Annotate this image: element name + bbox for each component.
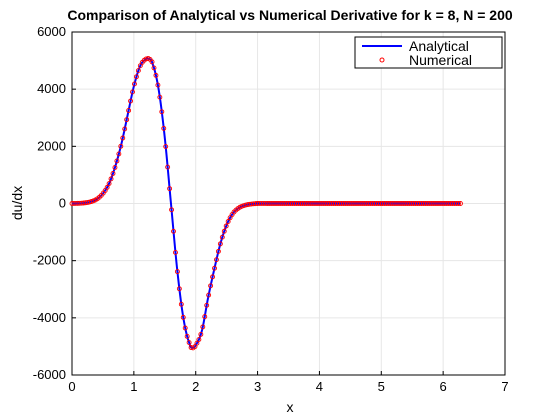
numerical-point xyxy=(208,283,214,289)
numerical-point xyxy=(196,337,202,342)
numerical-point xyxy=(135,68,141,74)
numerical-point xyxy=(161,125,167,131)
numerical-point xyxy=(128,98,134,104)
numerical-point xyxy=(173,249,178,255)
numerical-point xyxy=(163,144,169,150)
numerical-point xyxy=(124,117,130,123)
numerical-point xyxy=(176,286,182,292)
y-tick-label: 6000 xyxy=(37,24,66,39)
numerical-point xyxy=(198,331,204,337)
y-tick-label: 0 xyxy=(59,196,66,211)
numerical-point xyxy=(225,219,231,224)
numerical-point xyxy=(204,302,210,308)
numerical-point xyxy=(122,126,128,132)
y-tick-label: -6000 xyxy=(33,367,66,382)
numerical-point xyxy=(212,265,217,271)
y-tick-label: -2000 xyxy=(33,253,66,268)
y-axis-label: du/dx xyxy=(9,186,25,220)
numerical-point xyxy=(206,292,212,298)
legend-analytical-label: Analytical xyxy=(409,38,469,54)
y-tick-label: 4000 xyxy=(37,81,66,96)
numerical-point xyxy=(106,181,112,187)
numerical-point xyxy=(178,301,184,307)
numerical-point xyxy=(157,94,163,100)
numerical-point xyxy=(219,234,225,240)
numerical-point xyxy=(130,89,135,95)
numerical-point xyxy=(169,207,175,213)
x-tick-label: 6 xyxy=(440,379,447,394)
numerical-point xyxy=(215,248,221,254)
numerical-point xyxy=(110,171,116,176)
y-tick-label: 2000 xyxy=(37,138,66,153)
x-tick-label: 0 xyxy=(68,379,75,394)
x-tick-label: 3 xyxy=(254,379,261,394)
x-tick-label: 1 xyxy=(130,379,137,394)
numerical-point xyxy=(104,184,110,190)
numerical-point xyxy=(458,201,463,206)
numerical-point xyxy=(182,325,188,331)
numerical-point xyxy=(159,109,165,115)
numerical-point xyxy=(155,82,161,88)
numerical-point xyxy=(456,201,461,206)
numerical-point xyxy=(186,340,192,345)
numerical-point xyxy=(171,228,176,234)
numerical-point xyxy=(223,223,229,229)
x-tick-label: 7 xyxy=(501,379,508,394)
numerical-point xyxy=(149,59,155,65)
numerical-point xyxy=(116,151,122,157)
numerical-point xyxy=(114,158,120,164)
legend-box xyxy=(354,36,503,69)
x-tick-label: 4 xyxy=(316,379,323,394)
numerical-point xyxy=(165,164,171,170)
numerical-point xyxy=(151,65,157,71)
numerical-point xyxy=(118,143,124,149)
numerical-point xyxy=(112,165,118,170)
numerical-point xyxy=(180,314,186,320)
axis-ticks: 0 1 2 3 4 5 6 7 -6000 -4000 -2000 0 2000 4000 6000 xyxy=(33,24,509,394)
numerical-point xyxy=(202,314,208,320)
numerical-point xyxy=(210,274,216,280)
numerical-point xyxy=(153,72,159,78)
numerical-point xyxy=(120,135,126,141)
series xyxy=(69,55,463,351)
numerical-point xyxy=(126,108,132,113)
numerical-point xyxy=(221,228,227,234)
numerical-point xyxy=(174,269,180,275)
numerical-point xyxy=(213,257,219,263)
chart-title: Comparison of Analytical vs Numerical De… xyxy=(67,7,513,23)
y-tick-label: -4000 xyxy=(33,310,66,325)
x-axis-label: x xyxy=(287,399,294,415)
x-tick-label: 2 xyxy=(192,379,199,394)
numerical-point xyxy=(133,74,139,80)
x-tick-label: 5 xyxy=(378,379,385,394)
numerical-point xyxy=(194,340,200,346)
numerical-point xyxy=(132,81,137,87)
numerical-point xyxy=(167,186,173,192)
legend: Analytical Numerical xyxy=(354,36,503,69)
numerical-point xyxy=(217,241,223,247)
legend-numerical-label: Numerical xyxy=(409,52,472,68)
numerical-point xyxy=(108,176,114,182)
legend-numerical-swatch xyxy=(379,57,385,63)
numerical-point xyxy=(200,324,206,330)
numerical-point xyxy=(184,333,190,339)
